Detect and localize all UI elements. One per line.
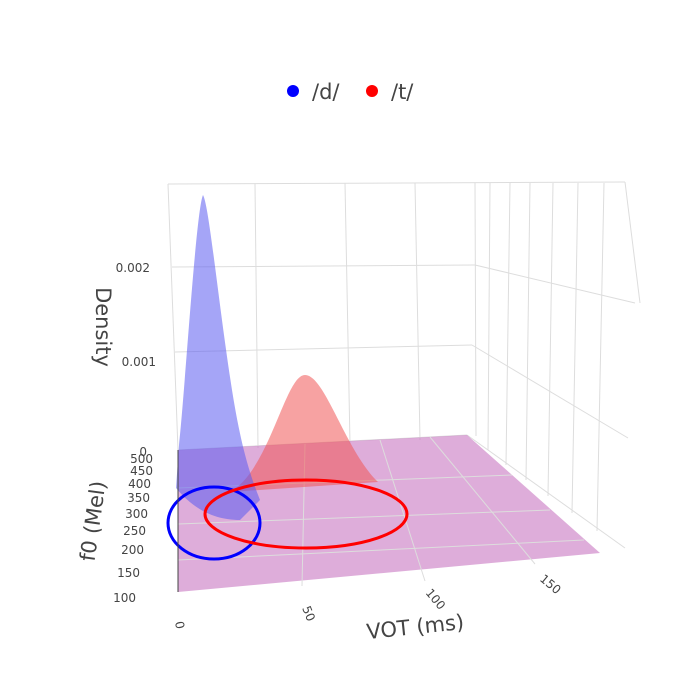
grid-lines — [167, 181, 641, 549]
legend-label-t: /t/ — [391, 80, 414, 104]
grid-side-v-4 — [547, 182, 554, 497]
vot-tick-label: 0 — [172, 620, 187, 630]
grid-side-v-3 — [525, 182, 531, 481]
density-axis-title: Density — [91, 287, 115, 367]
plane-grid-line — [177, 509, 551, 525]
contour-ellipse-d[interactable] — [166, 485, 262, 561]
contour-ellipse-t[interactable] — [203, 478, 409, 550]
density-tick-label: 0.002 — [116, 261, 150, 275]
grid-side-v-1 — [487, 182, 491, 451]
legend-marker-t — [366, 85, 378, 97]
grid-side-v-6 — [596, 182, 605, 532]
plane-grid-line — [177, 539, 585, 561]
vot-tick-label: 150 — [537, 572, 564, 597]
grid-back-top-edge — [167, 181, 626, 185]
f0-axis-title: f0 (Mel) — [76, 479, 111, 562]
density-tick-label: 0.001 — [122, 355, 156, 369]
legend-label-d: /d/ — [312, 80, 340, 104]
vot-tick-label: 50 — [299, 604, 318, 623]
f0-tick-label: 250 — [123, 524, 146, 538]
plane-grid-line — [429, 436, 536, 565]
grid-back-h-1 — [171, 264, 476, 268]
grid-right-bottom-edge — [466, 434, 626, 549]
grid-back-left-edge — [167, 183, 179, 451]
grid-back-v-2 — [344, 182, 351, 445]
grid-back-v-4 — [474, 182, 477, 437]
f0-axis: 500 450 400 350 300 250 200 150 100 f0 (… — [76, 450, 179, 605]
f0-tick-label: 100 — [113, 591, 136, 605]
grid-side-v-5 — [571, 182, 579, 514]
plane-grid-line — [379, 439, 426, 582]
legend-item-d[interactable]: /d/ — [287, 80, 340, 104]
f0-tick-label: 500 — [130, 452, 153, 466]
legend-item-t[interactable]: /t/ — [366, 80, 414, 104]
f0-tick-label: 200 — [121, 543, 144, 557]
f0-tick-label: 350 — [127, 491, 150, 505]
legend[interactable]: /d/ /t/ — [287, 80, 414, 104]
f0-tick-label: 150 — [117, 566, 140, 580]
grid-right-top-edge — [624, 181, 641, 304]
density-surface-t[interactable] — [230, 375, 378, 492]
density-surface-d[interactable] — [176, 195, 260, 520]
grid-right-diag-1 — [474, 264, 636, 304]
f0-tick-label: 300 — [125, 507, 148, 521]
f0-tick-label: 450 — [130, 464, 153, 478]
grid-side-v-2 — [505, 182, 511, 466]
vot-axis-title: VOT (ms) — [365, 610, 465, 644]
grid-back-v-1 — [254, 183, 259, 449]
density-tick-label: 0 — [139, 445, 147, 459]
legend-marker-d — [287, 85, 299, 97]
vot-tick-label: 100 — [423, 586, 448, 613]
density-axis: 0.002 0.001 0 Density — [91, 261, 156, 459]
grid-back-v-3 — [414, 182, 421, 441]
f0-tick-label: 400 — [128, 477, 151, 491]
